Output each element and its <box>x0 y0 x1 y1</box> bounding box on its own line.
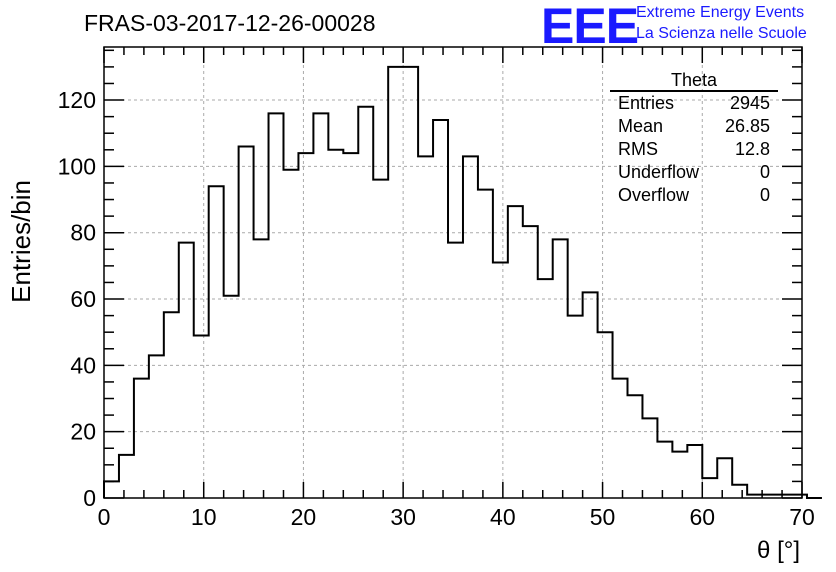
x-tick-label: 20 <box>291 504 317 530</box>
y-tick-labels: 0 20 40 60 80 100 120 <box>58 87 96 511</box>
y-tick-label: 20 <box>70 419 96 445</box>
stats-box: Theta Entries 2945 Mean 26.85 RMS 12.8 Underfl… <box>610 70 778 207</box>
stats-row-mean: Mean 26.85 <box>610 115 778 138</box>
stats-label: RMS <box>618 139 658 159</box>
stats-value: 2945 <box>729 93 770 113</box>
stats-label: Mean <box>618 116 664 136</box>
stats-label: Underflow <box>618 162 700 182</box>
stats-label: Overflow <box>618 185 690 205</box>
x-tick-label: 10 <box>191 504 217 530</box>
y-tick-label: 100 <box>58 153 96 179</box>
grid-lines <box>104 47 802 498</box>
x-tick-label: 30 <box>390 504 416 530</box>
stats-label: Entries <box>618 93 675 113</box>
stats-value: 0 <box>759 185 770 205</box>
y-axis-label: Entries/bin <box>6 180 36 303</box>
eee-logo: EEE <box>541 0 639 54</box>
x-tick-label: 70 <box>789 504 815 530</box>
stats-rows: Entries 2945 Mean 26.85 RMS 12.8 Underflow 0 Ove… <box>610 92 778 207</box>
histogram-series <box>103 65 822 499</box>
y-tick-label: 60 <box>70 286 96 312</box>
x-tick-labels: 0 10 20 30 40 50 60 70 <box>98 504 815 530</box>
stats-row-underflow: Underflow 0 <box>610 161 778 184</box>
stats-row-entries: Entries 2945 <box>610 92 778 115</box>
plot-frame <box>103 46 803 499</box>
x-axis-label: θ [°] <box>757 537 800 564</box>
x-tick-label: 0 <box>98 504 111 530</box>
y-tick-label: 0 <box>83 485 96 511</box>
stats-value: 12.8 <box>734 139 770 159</box>
x-tick-label: 40 <box>490 504 516 530</box>
stats-title: Theta <box>610 70 778 92</box>
logo-line-1: Extreme Energy Events <box>636 4 805 21</box>
y-tick-label: 80 <box>70 220 96 246</box>
y-tick-label: 120 <box>58 87 96 113</box>
y-tick-label: 40 <box>70 352 96 378</box>
x-tick-label: 50 <box>590 504 616 530</box>
stats-value: 26.85 <box>724 116 770 136</box>
stats-value: 0 <box>759 162 770 182</box>
x-tick-label: 60 <box>689 504 715 530</box>
logo-line-2: La Scienza nelle Scuole <box>636 25 807 42</box>
stats-row-overflow: Overflow 0 <box>610 184 778 207</box>
stats-row-rms: RMS 12.8 <box>610 138 778 161</box>
chart-title: FRAS-03-2017-12-26-00028 <box>84 10 376 36</box>
